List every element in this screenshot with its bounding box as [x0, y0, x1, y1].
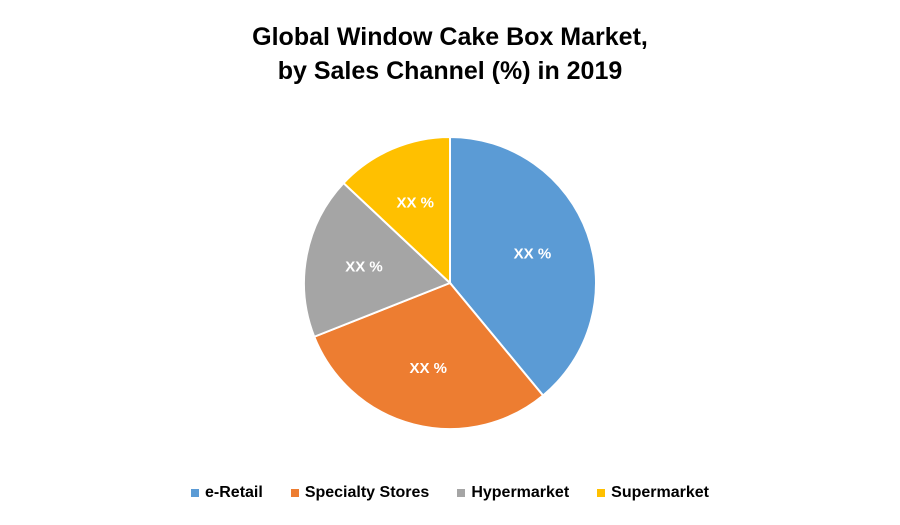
legend-item-specialty-stores: Specialty Stores	[290, 484, 430, 502]
legend-item-e-retail: e-Retail	[191, 484, 263, 502]
title-line-2: by Sales Channel (%) in 2019	[277, 57, 623, 85]
chart-title: Global Window Cake Box Market, by Sales …	[0, 20, 900, 88]
legend-item-hypermarket: Hypermarket	[457, 484, 569, 502]
data-label: XX %	[396, 195, 434, 212]
data-label: XX %	[409, 360, 447, 377]
pie-slice-specialty-stores	[312, 281, 545, 430]
pie-slice-e-retail	[449, 135, 597, 397]
legend-swatch	[597, 489, 606, 497]
legend-label: e-Retail	[205, 484, 263, 501]
legend-label: Supermarket	[611, 484, 709, 501]
legend-swatch	[457, 489, 466, 497]
legend-label: Hypermarket	[471, 484, 570, 501]
pie-slice-supermarket	[342, 135, 451, 286]
title-line-1: Global Window Cake Box Market,	[252, 23, 648, 51]
legend-label: Specialty Stores	[304, 484, 430, 501]
legend: e-Retail Specialty Stores Hypermarket Su…	[0, 484, 900, 502]
data-label: XX %	[345, 259, 383, 276]
legend-swatch	[191, 489, 200, 497]
data-label: XX %	[514, 245, 552, 262]
pie-slice-hypermarket	[303, 181, 452, 339]
legend-swatch	[290, 489, 299, 497]
legend-item-supermarket: Supermarket	[597, 484, 709, 502]
